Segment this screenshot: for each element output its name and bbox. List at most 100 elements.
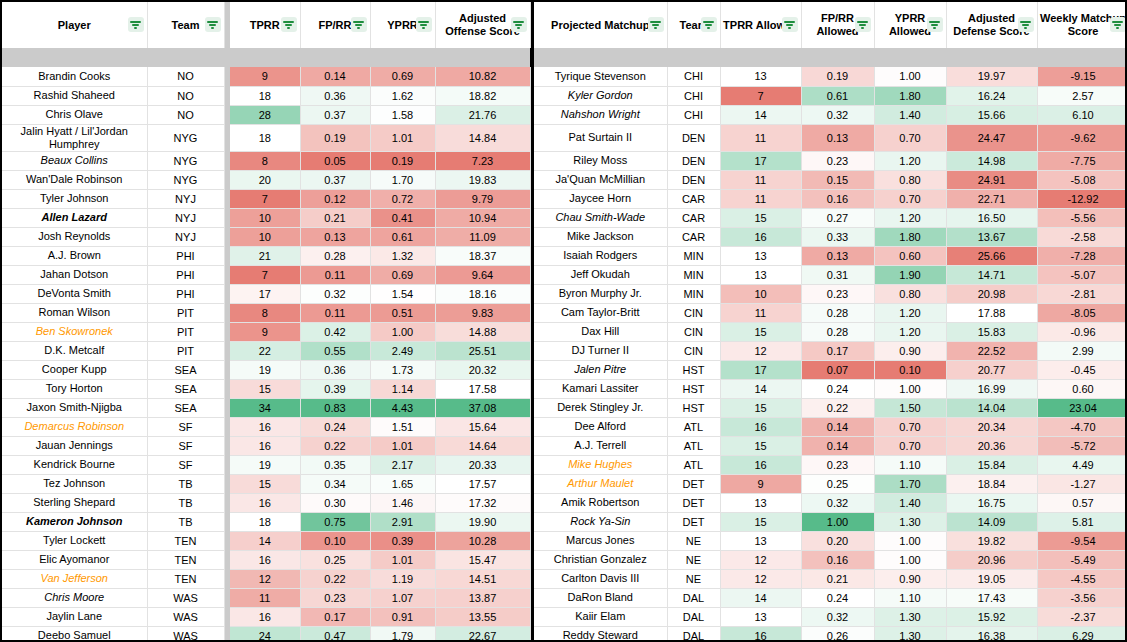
matchup-name-cell[interactable]: Jeff Okudah <box>534 265 667 284</box>
player-name-cell[interactable]: Chris Olave <box>2 105 147 124</box>
yprr-cell[interactable]: 1.46 <box>370 493 435 512</box>
yprr-cell[interactable]: 1.62 <box>370 86 435 105</box>
yprr-cell[interactable]: 0.41 <box>370 208 435 227</box>
weekly-matchup-score-cell[interactable]: -12.92 <box>1037 189 1127 208</box>
team-cell[interactable]: NYG <box>147 124 224 151</box>
fprr-allowed-cell[interactable]: 0.33 <box>801 227 874 246</box>
player-name-cell[interactable]: Chris Moore <box>2 588 147 607</box>
fprr-cell[interactable]: 0.28 <box>300 246 370 265</box>
tprr-allowed-cell[interactable]: 17 <box>720 151 801 170</box>
player-name-cell[interactable]: Jaxon Smith-Njigba <box>2 398 147 417</box>
fprr-cell[interactable]: 0.19 <box>300 124 370 151</box>
weekly-matchup-score-cell[interactable]: -9.54 <box>1037 531 1127 550</box>
offense-score-cell[interactable]: 14.64 <box>435 436 530 455</box>
fprr-allowed-cell[interactable]: 0.21 <box>801 569 874 588</box>
tprr-cell[interactable]: 22 <box>230 341 300 360</box>
fprr-allowed-cell[interactable]: 0.25 <box>801 474 874 493</box>
weekly-matchup-score-cell[interactable]: -1.27 <box>1037 474 1127 493</box>
yprr-allowed-cell[interactable]: 1.00 <box>874 531 946 550</box>
yprr-cell[interactable]: 1.01 <box>370 124 435 151</box>
fprr-cell[interactable]: 0.42 <box>300 322 370 341</box>
defense-score-cell[interactable]: 18.84 <box>946 474 1037 493</box>
defense-score-cell[interactable]: 16.38 <box>946 626 1037 642</box>
weekly-matchup-score-cell[interactable]: 6.10 <box>1037 105 1127 124</box>
tprr-allowed-cell[interactable]: 9 <box>720 474 801 493</box>
defense-score-cell[interactable]: 14.09 <box>946 512 1037 531</box>
tprr-allowed-cell[interactable]: 13 <box>720 246 801 265</box>
yprr-allowed-cell[interactable]: 1.00 <box>874 379 946 398</box>
weekly-matchup-score-cell[interactable]: -2.81 <box>1037 284 1127 303</box>
player-name-cell[interactable]: Van Jefferson <box>2 569 147 588</box>
yprr-allowed-cell[interactable]: 1.30 <box>874 626 946 642</box>
matchup-name-cell[interactable]: Chau Smith-Wade <box>534 208 667 227</box>
weekly-matchup-score-cell[interactable]: -5.56 <box>1037 208 1127 227</box>
matchup-name-cell[interactable]: Kyler Gordon <box>534 86 667 105</box>
defense-score-cell[interactable]: 16.99 <box>946 379 1037 398</box>
weekly-matchup-score-cell[interactable]: -4.70 <box>1037 417 1127 436</box>
player-name-cell[interactable]: Cooper Kupp <box>2 360 147 379</box>
player-name-cell[interactable]: Kendrick Bourne <box>2 455 147 474</box>
yprr-cell[interactable]: 1.01 <box>370 550 435 569</box>
weekly-matchup-score-cell[interactable]: -3.56 <box>1037 588 1127 607</box>
player-name-cell[interactable]: Elic Ayomanor <box>2 550 147 569</box>
yprr-allowed-cell[interactable]: 0.70 <box>874 436 946 455</box>
weekly-matchup-score-cell[interactable]: 6.29 <box>1037 626 1127 642</box>
filter-icon[interactable] <box>351 17 367 32</box>
fprr-cell[interactable]: 0.37 <box>300 105 370 124</box>
fprr-allowed-cell[interactable]: 0.15 <box>801 170 874 189</box>
filter-icon[interactable] <box>128 17 144 32</box>
player-name-cell[interactable]: Jaylin Lane <box>2 607 147 626</box>
matchup-name-cell[interactable]: Christian Gonzalez <box>534 550 667 569</box>
team-cell[interactable]: CAR <box>667 227 720 246</box>
offense-score-cell[interactable]: 17.57 <box>435 474 530 493</box>
team-cell[interactable]: NYG <box>147 170 224 189</box>
offense-score-cell[interactable]: 14.88 <box>435 322 530 341</box>
offense-score-cell[interactable]: 37.08 <box>435 398 530 417</box>
matchup-name-cell[interactable]: Pat Surtain II <box>534 124 667 151</box>
fprr-cell[interactable]: 0.22 <box>300 436 370 455</box>
defense-score-cell[interactable]: 13.67 <box>946 227 1037 246</box>
yprr-allowed-cell[interactable]: 0.90 <box>874 569 946 588</box>
offense-score-cell[interactable]: 20.33 <box>435 455 530 474</box>
team-cell[interactable]: PIT <box>147 322 224 341</box>
team-cell[interactable]: WAS <box>147 626 224 642</box>
tprr-cell[interactable]: 17 <box>230 284 300 303</box>
yprr-allowed-cell[interactable]: 1.90 <box>874 265 946 284</box>
offense-score-cell[interactable]: 9.83 <box>435 303 530 322</box>
yprr-cell[interactable]: 1.19 <box>370 569 435 588</box>
team-cell[interactable]: NE <box>667 550 720 569</box>
fprr-cell[interactable]: 0.34 <box>300 474 370 493</box>
yprr-allowed-cell[interactable]: 1.30 <box>874 512 946 531</box>
yprr-cell[interactable]: 1.14 <box>370 379 435 398</box>
yprr-cell[interactable]: 0.72 <box>370 189 435 208</box>
tprr-allowed-cell[interactable]: 12 <box>720 550 801 569</box>
player-name-cell[interactable]: Tyler Lockett <box>2 531 147 550</box>
team-cell[interactable]: NYG <box>147 151 224 170</box>
team-cell[interactable]: NO <box>147 105 224 124</box>
defense-score-cell[interactable]: 14.71 <box>946 265 1037 284</box>
offense-score-cell[interactable]: 15.64 <box>435 417 530 436</box>
team-cell[interactable]: TEN <box>147 569 224 588</box>
filter-icon[interactable] <box>1110 17 1126 32</box>
tprr-allowed-cell[interactable]: 14 <box>720 588 801 607</box>
filter-icon[interactable] <box>205 17 221 32</box>
yprr-allowed-cell[interactable]: 0.70 <box>874 189 946 208</box>
tprr-allowed-cell[interactable]: 16 <box>720 227 801 246</box>
yprr-allowed-cell[interactable]: 1.10 <box>874 588 946 607</box>
weekly-matchup-score-cell[interactable]: -7.28 <box>1037 246 1127 265</box>
filter-icon[interactable] <box>281 17 297 32</box>
player-name-cell[interactable]: Jauan Jennings <box>2 436 147 455</box>
offense-score-cell[interactable]: 22.67 <box>435 626 530 642</box>
team-cell[interactable]: MIN <box>667 284 720 303</box>
tprr-cell[interactable]: 19 <box>230 455 300 474</box>
tprr-cell[interactable]: 21 <box>230 246 300 265</box>
defense-score-cell[interactable]: 20.34 <box>946 417 1037 436</box>
weekly-matchup-score-cell[interactable]: -8.05 <box>1037 303 1127 322</box>
yprr-cell[interactable]: 2.91 <box>370 512 435 531</box>
yprr-allowed-cell[interactable]: 1.80 <box>874 86 946 105</box>
fprr-cell[interactable]: 0.25 <box>300 550 370 569</box>
team-cell[interactable]: CAR <box>667 189 720 208</box>
team-cell[interactable]: MIN <box>667 265 720 284</box>
tprr-cell[interactable]: 16 <box>230 550 300 569</box>
defense-score-cell[interactable]: 15.66 <box>946 105 1037 124</box>
